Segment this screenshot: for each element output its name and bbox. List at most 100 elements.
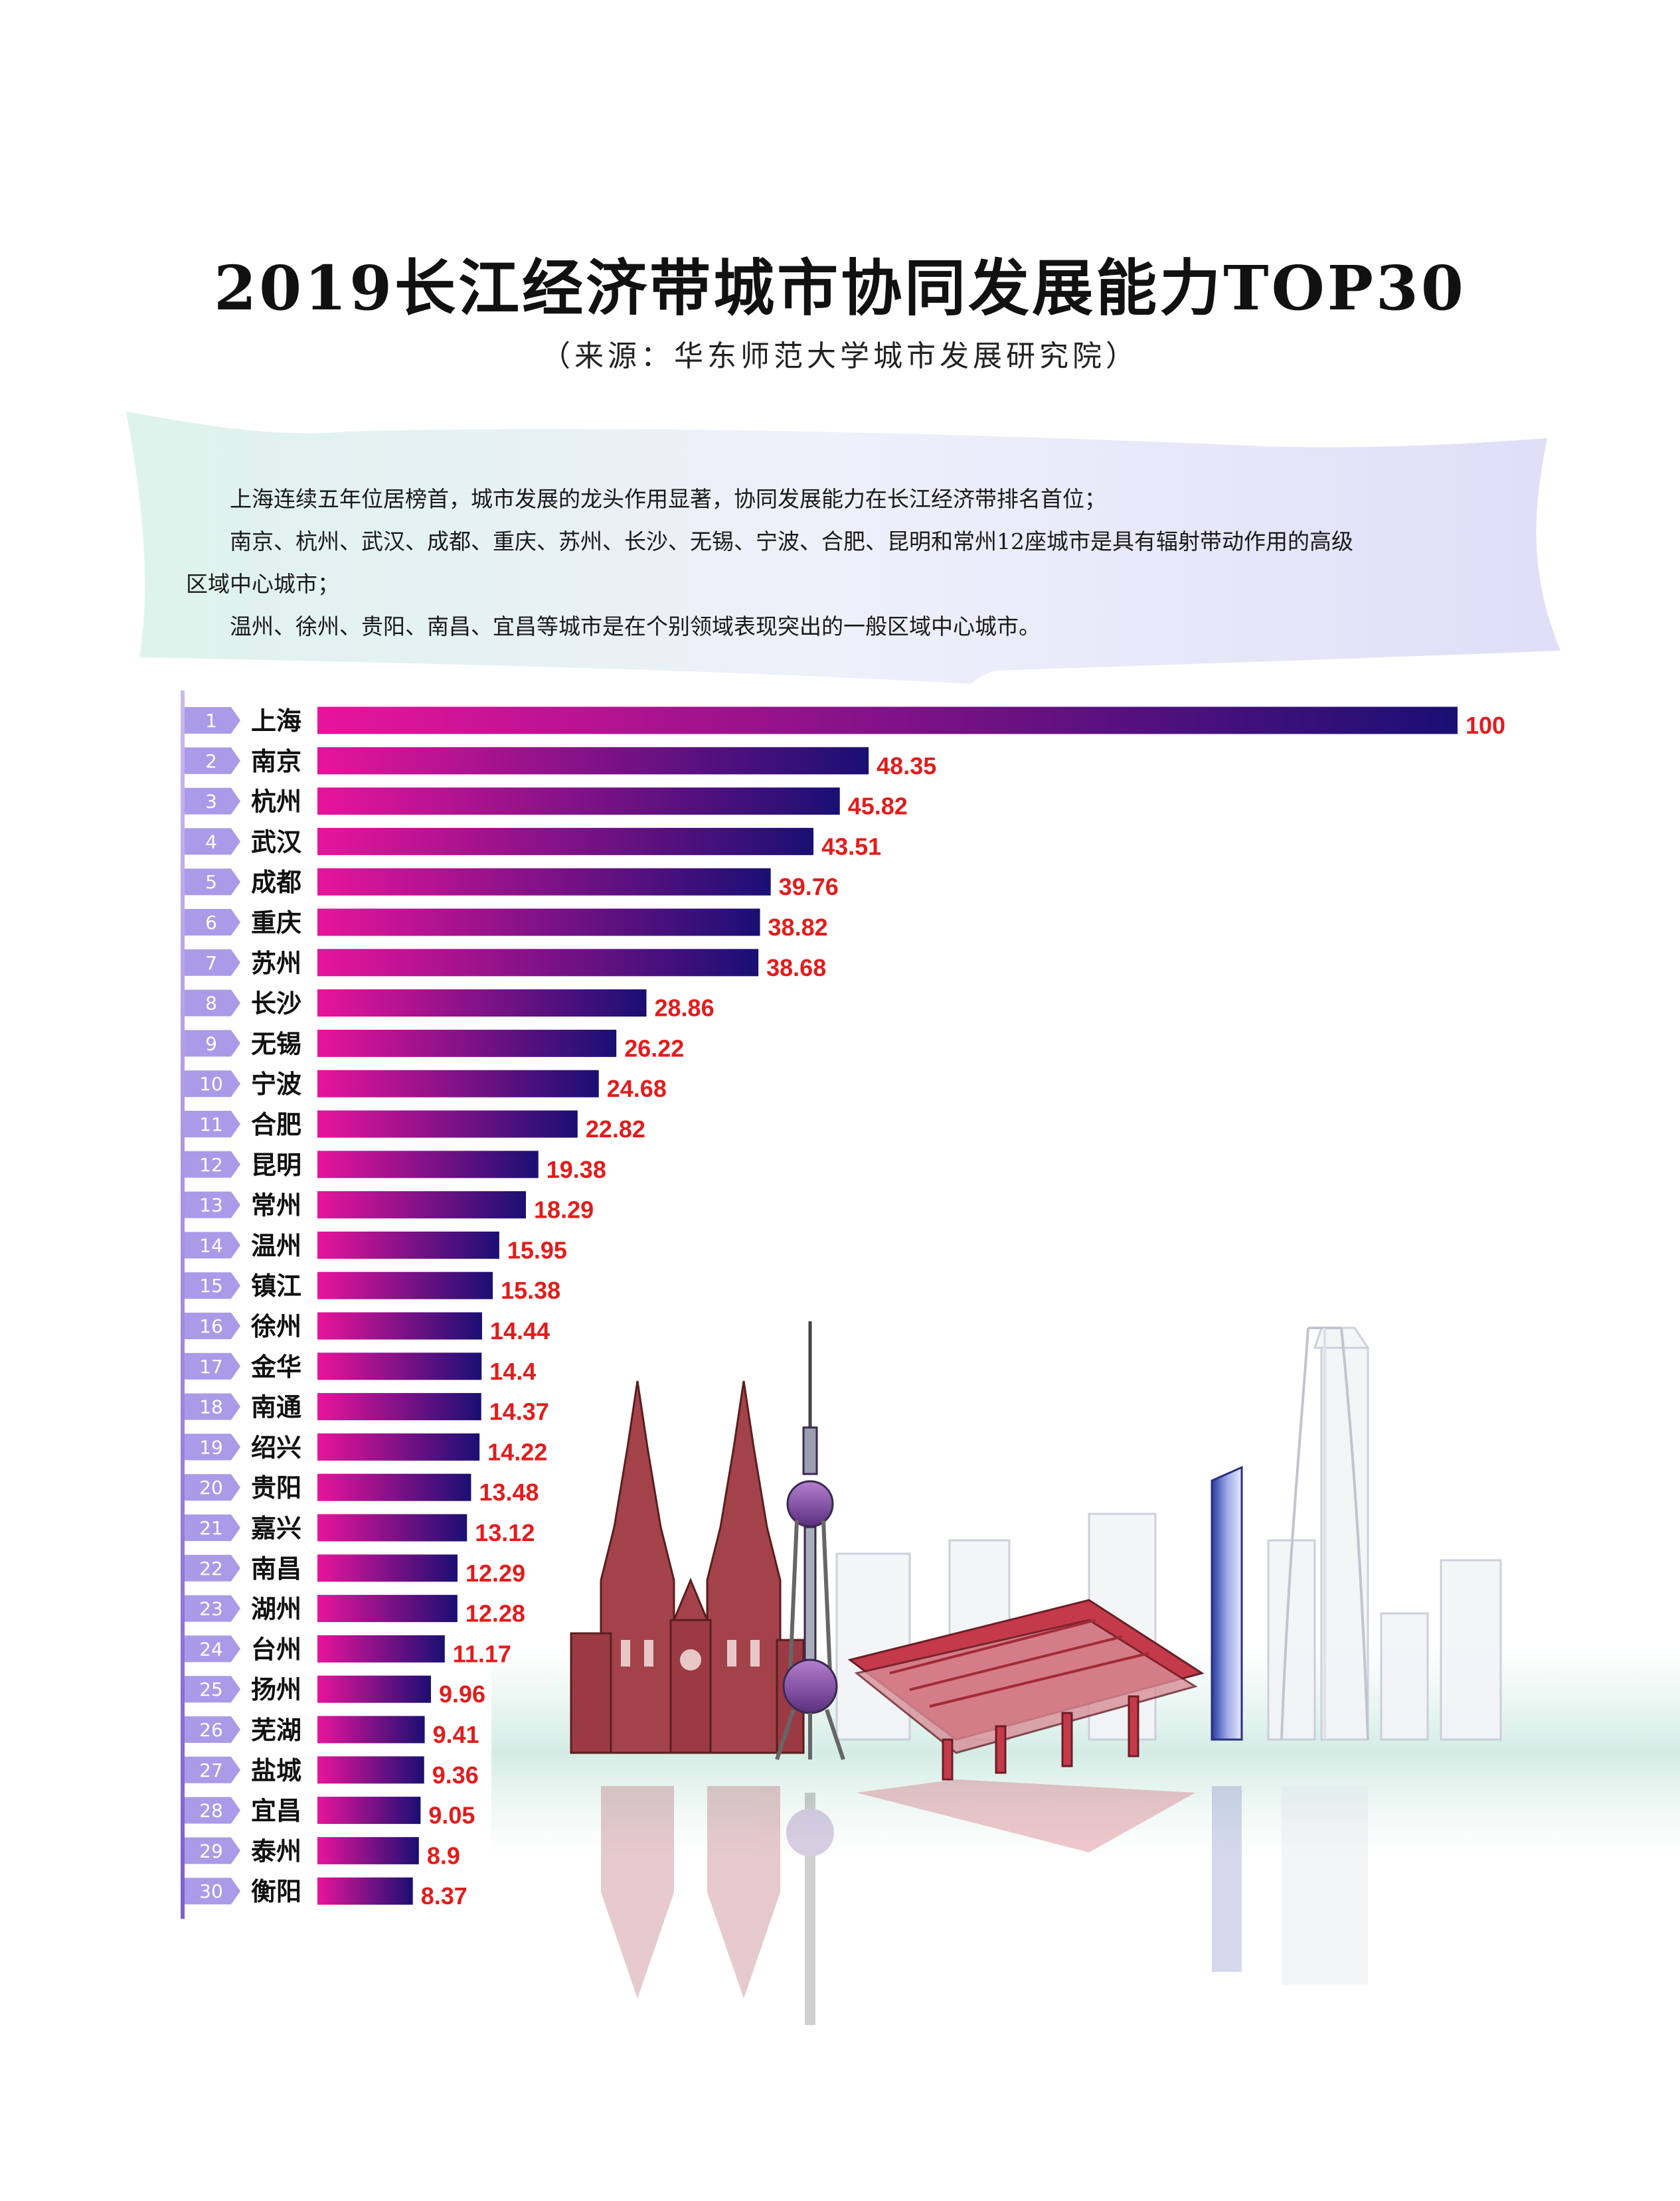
- rank-label: 29: [199, 1840, 223, 1862]
- category-label: 上海: [251, 706, 301, 736]
- value-label: 8.37: [421, 1882, 467, 1910]
- church-illustration: [570, 1380, 805, 1754]
- category-label: 温州: [251, 1231, 301, 1260]
- rank-badge: [185, 747, 240, 774]
- rank-label: 2: [205, 750, 217, 772]
- rank-badge: [185, 707, 240, 734]
- category-label: 台州: [251, 1635, 301, 1664]
- bar-row: 11 合肥 22.82: [185, 1110, 645, 1143]
- category-label: 金华: [250, 1352, 301, 1382]
- bar: [317, 1756, 424, 1784]
- rank-label: 9: [205, 1032, 217, 1054]
- value-label: 100: [1466, 712, 1505, 739]
- rank-label: 20: [199, 1477, 223, 1499]
- category-label: 芜湖: [251, 1716, 301, 1745]
- bar: [317, 908, 760, 936]
- value-label: 48.35: [877, 752, 936, 779]
- sketch-tower-illustration: [1280, 1327, 1369, 1740]
- bar: [317, 1514, 467, 1542]
- rank-badge: [185, 1111, 240, 1137]
- bar: [317, 1393, 481, 1421]
- bar: [317, 1877, 413, 1905]
- rank-badge: [185, 1595, 240, 1622]
- bar-row: 26 芜湖 9.41: [185, 1716, 479, 1748]
- bar: [317, 1070, 599, 1098]
- value-label: 22.82: [586, 1115, 645, 1143]
- bar-row: 19 绍兴 14.22: [185, 1433, 547, 1465]
- value-label: 9.41: [433, 1721, 479, 1748]
- category-label: 无锡: [251, 1029, 301, 1058]
- bar-row: 18 南通 14.37: [185, 1393, 549, 1426]
- bar: [317, 787, 840, 815]
- rank-badge: [185, 1676, 240, 1703]
- bar-row: 22 南昌 12.29: [185, 1554, 525, 1587]
- rank-label: 30: [199, 1880, 223, 1902]
- value-label: 13.48: [479, 1479, 539, 1506]
- rank-badge: [185, 1272, 240, 1299]
- rank-label: 22: [199, 1558, 223, 1580]
- category-label: 昆明: [251, 1151, 301, 1180]
- bar: [317, 868, 771, 896]
- page-title: 2019长江经济带城市协同发展能力TOP30: [214, 252, 1466, 324]
- bar: [317, 706, 1458, 734]
- rank-badge: [185, 828, 240, 855]
- value-label: 38.82: [768, 914, 828, 941]
- bar: [317, 1151, 539, 1179]
- bar-row: 29 泰州 8.9: [185, 1836, 460, 1869]
- rank-badge: [185, 1837, 240, 1864]
- rank-badge: [185, 868, 240, 896]
- bar: [317, 1312, 482, 1340]
- category-label: 杭州: [251, 787, 301, 817]
- category-label: 南京: [251, 747, 301, 776]
- bar-row: 17 金华 14.4: [185, 1352, 536, 1385]
- bar-row: 8 长沙 28.86: [185, 989, 714, 1022]
- intro-text: 上海连续五年位居榜首，城市发展的龙头作用显著，协同发展能力在长江经济带排名首位；…: [186, 478, 1487, 648]
- rank-label: 1: [205, 710, 217, 732]
- rank-label: 24: [199, 1638, 223, 1660]
- category-label: 衡阳: [251, 1877, 301, 1906]
- bar: [317, 1110, 578, 1138]
- bar-row: 16 徐州 14.44: [185, 1312, 550, 1345]
- bar-row: 15 镇江 15.38: [185, 1271, 560, 1304]
- rank-badge: [185, 1232, 240, 1259]
- bar: [317, 1635, 445, 1663]
- category-label: 盐城: [251, 1756, 301, 1785]
- bar: [317, 1433, 480, 1461]
- category-label: 宜昌: [251, 1797, 301, 1826]
- category-label: 绍兴: [251, 1433, 301, 1462]
- rank-label: 8: [205, 993, 217, 1015]
- rank-badge: [185, 1433, 240, 1461]
- rank-badge: [185, 1514, 240, 1541]
- intro-line-1: 上海连续五年位居榜首，城市发展的龙头作用显著，协同发展能力在长江经济带排名首位；: [230, 486, 1106, 512]
- value-label: 9.05: [428, 1802, 475, 1829]
- bar: [317, 1595, 458, 1623]
- rank-label: 3: [205, 791, 217, 813]
- value-label: 14.22: [487, 1438, 547, 1465]
- pavilion-illustration: [847, 1599, 1205, 1781]
- value-label: 39.76: [779, 873, 839, 900]
- category-label: 南通: [251, 1393, 301, 1422]
- rank-badge: [185, 1313, 240, 1339]
- tv-tower-illustration: [775, 1321, 845, 1760]
- rank-label: 15: [199, 1275, 223, 1297]
- rank-label: 6: [205, 912, 217, 934]
- rank-badge: [185, 1716, 240, 1743]
- bar-row: 24 台州 11.17: [185, 1635, 511, 1667]
- category-label: 泰州: [251, 1836, 301, 1866]
- rank-label: 23: [199, 1598, 223, 1620]
- value-label: 43.51: [821, 833, 881, 860]
- value-label: 14.4: [489, 1358, 536, 1385]
- category-label: 武汉: [251, 827, 302, 856]
- bar: [317, 1271, 493, 1299]
- rank-badge: [185, 1756, 240, 1783]
- intro-line-2: 南京、杭州、武汉、成都、重庆、苏州、长沙、无锡、宁波、合肥、昆明和常州12座城市…: [230, 529, 1353, 554]
- rank-label: 7: [205, 952, 217, 974]
- rank-badge: [185, 1474, 240, 1501]
- rank-badge: [185, 989, 240, 1017]
- intro-band: [126, 412, 1560, 684]
- rank-badge: [185, 909, 240, 936]
- rank-badge: [185, 1797, 240, 1824]
- value-label: 11.17: [453, 1640, 511, 1667]
